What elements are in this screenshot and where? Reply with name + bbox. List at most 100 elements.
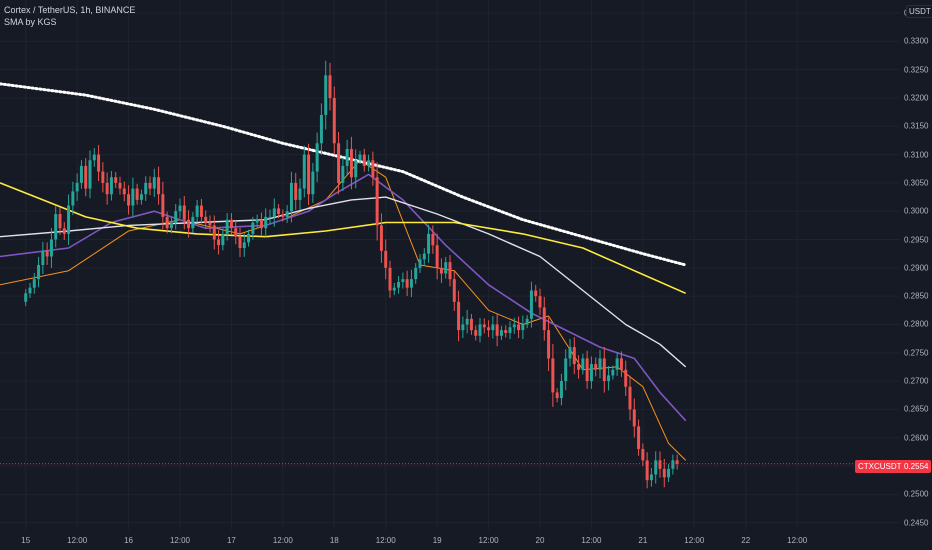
currency-label[interactable]: USDT — [906, 5, 932, 18]
candle-body — [662, 468, 666, 478]
candle-body — [598, 358, 602, 370]
candle-body — [538, 296, 542, 308]
candle-body — [251, 222, 255, 234]
y-tick-label: 0.2950 — [904, 235, 929, 245]
candle-body — [577, 364, 581, 370]
candle-body — [37, 265, 41, 280]
candle-body — [341, 165, 345, 183]
candle-body — [367, 160, 371, 166]
y-tick-label: 0.2650 — [904, 404, 929, 414]
candle-body — [135, 188, 139, 200]
candle-body — [88, 160, 92, 189]
candle-body — [221, 233, 225, 246]
candle-body — [461, 324, 465, 331]
candle-body — [272, 208, 276, 217]
candle-body — [319, 114, 323, 144]
y-tick-label: 0.3100 — [904, 150, 929, 160]
candle-body — [127, 194, 131, 206]
y-tick-label: 0.3150 — [904, 121, 929, 131]
candle-body — [148, 182, 152, 189]
candle-body — [444, 262, 448, 274]
candle-body — [671, 460, 675, 469]
candle-body — [542, 307, 546, 331]
chart-legend: Cortex / TetherUS, 1h, BINANCE SMA by KG… — [4, 4, 135, 28]
price-axis[interactable]: 0.33500.33000.32500.32000.31500.31000.30… — [900, 0, 932, 550]
candle-body — [607, 375, 611, 382]
candle-body — [174, 211, 178, 223]
candle-body — [307, 154, 311, 195]
candle-body — [469, 318, 473, 331]
candle-body — [534, 290, 538, 297]
candle-body — [187, 219, 191, 229]
symbol-title[interactable]: Cortex / TetherUS, 1h, BINANCE — [4, 5, 136, 15]
candle-body — [478, 324, 482, 336]
candle-body — [101, 171, 105, 183]
x-tick-label: 18 — [329, 536, 339, 545]
candle-body — [229, 219, 233, 229]
candle-body — [62, 228, 66, 234]
y-tick-label: 0.3000 — [904, 206, 929, 216]
candle-body — [645, 460, 649, 481]
candle-body — [628, 386, 632, 410]
x-tick-label: 12:00 — [478, 536, 499, 545]
x-tick-label: 12:00 — [67, 536, 88, 545]
candle-body — [264, 216, 268, 229]
candle-body — [122, 188, 126, 195]
y-tick-label: 0.3250 — [904, 65, 929, 75]
candle-body — [379, 225, 383, 251]
candle-body — [45, 250, 49, 257]
candlestick-chart[interactable] — [0, 0, 900, 530]
candle-body — [242, 242, 246, 249]
candle-body — [624, 369, 628, 387]
candle-body — [337, 143, 341, 183]
candle-body — [517, 324, 521, 331]
candle-body — [465, 318, 469, 325]
candle-body — [191, 216, 195, 229]
ma-line-sma-200 — [0, 182, 687, 295]
ma-line-sma-fast — [0, 159, 687, 461]
candle-body — [97, 154, 101, 172]
candle-body — [109, 177, 113, 195]
candle-body — [289, 182, 293, 212]
candle-body — [649, 474, 653, 481]
candle-body — [354, 160, 358, 178]
candle-body — [555, 392, 559, 399]
candle-body — [495, 324, 499, 336]
candle-body — [658, 460, 662, 469]
candle-body — [71, 191, 75, 206]
candle-body — [375, 177, 379, 226]
candle-body — [439, 267, 443, 274]
candle-body — [79, 165, 83, 183]
candle-body — [611, 369, 615, 376]
candle-body — [311, 171, 315, 195]
x-tick-label: 22 — [741, 536, 751, 545]
candle-body — [208, 222, 212, 226]
candle-body — [182, 205, 186, 220]
candle-body — [654, 460, 658, 475]
candle-body — [315, 143, 319, 172]
candle-body — [217, 239, 221, 246]
candle-body — [602, 358, 606, 382]
x-tick-label: 19 — [432, 536, 442, 545]
candle-body — [409, 279, 413, 288]
x-tick-label: 21 — [638, 536, 648, 545]
x-tick-label: 12:00 — [581, 536, 602, 545]
candle-body — [114, 177, 118, 183]
candle-body — [268, 216, 272, 218]
y-tick-label: 0.2900 — [904, 263, 929, 273]
y-tick-label: 0.2850 — [904, 291, 929, 301]
chart-plot-area[interactable] — [0, 0, 900, 530]
candle-body — [487, 327, 491, 331]
candle-body — [118, 182, 122, 189]
x-tick-label: 20 — [535, 536, 545, 545]
time-axis[interactable]: 15 12:00 16 12:00 17 12:00 18 12:00 19 12:00 20 12:… — [0, 530, 900, 550]
candle-body — [75, 182, 79, 192]
x-tick-label: 12:00 — [169, 536, 191, 545]
candle-body — [54, 214, 58, 240]
candle-body — [234, 228, 238, 237]
candle-body — [512, 324, 516, 328]
candle-body — [152, 177, 156, 189]
candle-body — [632, 409, 636, 427]
candle-body — [362, 154, 366, 166]
indicator-title[interactable]: SMA by KGS — [4, 17, 57, 27]
